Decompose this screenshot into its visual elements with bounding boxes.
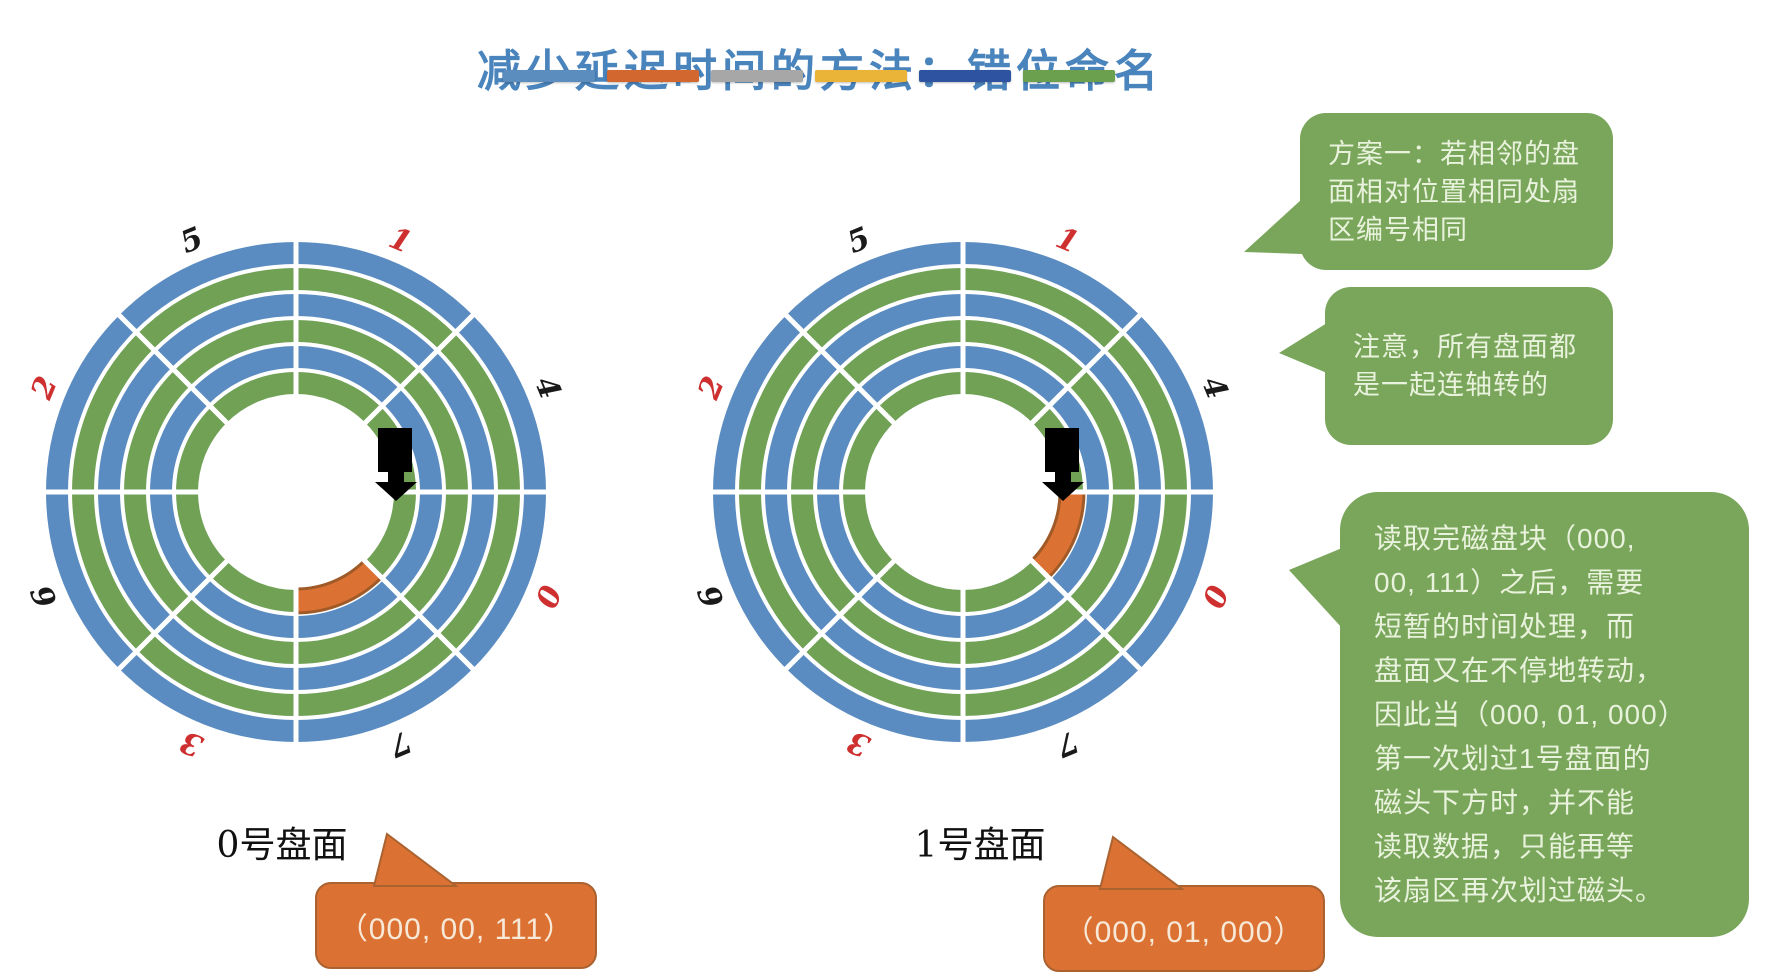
note-bubble-scheme1: 方案一：若相邻的盘 面相对位置相同处扇 区编号相同 [1244, 113, 1613, 270]
disk-hub [869, 398, 1057, 586]
note-line: 00, 111）之后，需要 [1374, 566, 1645, 598]
disk-hub [202, 398, 390, 586]
address-callout-0-text: （000, 00, 111） [337, 912, 575, 946]
note-line: 磁头下方时，并不能 [1374, 786, 1636, 818]
sector-number-label: 1 [1051, 221, 1084, 261]
disk-head [378, 428, 412, 472]
sector-number-label: 6 [24, 580, 64, 613]
highlighted-sector [295, 561, 381, 612]
sector-divider [1026, 312, 1143, 429]
note-bubble-explanation: 读取完磁盘块（000, 00, 111）之后，需要 短暂的时间处理，而 盘面又在… [1289, 492, 1749, 937]
address-callout-1: （000, 01, 000） [1043, 835, 1325, 972]
note-line: 读取数据，只能再等 [1374, 830, 1636, 862]
note-line: 短暂的时间处理，而 [1374, 610, 1636, 642]
bubble-tail-icon [1289, 548, 1342, 628]
sector-divider [359, 555, 476, 672]
platter-label-1: 1号盘面 [914, 825, 1046, 866]
sector-number-label: 7 [384, 723, 417, 763]
sector-divider [359, 312, 476, 429]
title-accent-bar [503, 70, 1115, 82]
note-line: 因此当（000, 01, 000） [1374, 698, 1687, 730]
address-callout-1-text: （000, 01, 000） [1063, 915, 1305, 949]
accent-bar-segment [815, 70, 907, 82]
disk-head-stem [1055, 471, 1071, 482]
accent-bar-segment [1023, 70, 1115, 82]
platter-label-0: 0号盘面 [216, 825, 348, 866]
page-title: 减少延迟时间的方法：错位命名 [0, 35, 1640, 99]
sector-number-label: 5 [176, 221, 209, 261]
disk-head-stem [388, 471, 404, 482]
disk-head-arrow-icon [375, 482, 417, 501]
sector-divider [783, 555, 900, 672]
note-line: 面相对位置相同处扇 [1328, 176, 1580, 207]
address-callout-0: （000, 00, 111） [315, 832, 597, 969]
accent-bar-segment [919, 70, 1011, 82]
sector-divider [116, 555, 233, 672]
sector-divider [783, 312, 900, 429]
note-line: 盘面又在不停地转动， [1374, 654, 1665, 686]
note-line: 区编号相同 [1328, 214, 1468, 245]
sector-number-label: 7 [1051, 723, 1084, 763]
sector-divider [116, 312, 233, 429]
sector-number-label: 3 [176, 723, 209, 763]
sector-number-label: 3 [843, 723, 876, 763]
accent-bar-segment [607, 70, 699, 82]
sector-number-label: 1 [384, 221, 417, 261]
sector-number-label: 4 [527, 372, 567, 405]
disk-head-arrow-icon [1042, 482, 1084, 501]
note-line: 读取完磁盘块（000, [1374, 522, 1636, 554]
note-line: 第一次划过1号盘面的 [1374, 742, 1652, 774]
sector-divider [1026, 555, 1143, 672]
note-line: 该扇区再次划过磁头。 [1374, 874, 1665, 906]
callout-tail-icon [1098, 835, 1185, 890]
callout-tail-icon [372, 832, 459, 887]
sector-number-label: 0 [1194, 580, 1234, 613]
note-line: 是一起连轴转的 [1353, 370, 1549, 400]
highlighted-sector [1032, 491, 1083, 577]
sector-number-label: 0 [527, 580, 567, 613]
sector-number-label: 5 [843, 221, 876, 261]
note-bubble-spindle: 注意，所有盘面都 是一起连轴转的 [1279, 287, 1613, 445]
accent-bar-segment [711, 70, 803, 82]
bubble-tail-icon [1279, 323, 1327, 373]
sector-number-label: 4 [1194, 372, 1234, 405]
sector-number-label: 6 [691, 580, 731, 613]
note-line: 方案一：若相邻的盘 [1328, 138, 1580, 169]
bubble-tail-icon [1244, 199, 1302, 254]
accent-bar-segment [503, 70, 595, 82]
disk-head [1045, 428, 1079, 472]
note-line: 注意，所有盘面都 [1353, 332, 1577, 362]
